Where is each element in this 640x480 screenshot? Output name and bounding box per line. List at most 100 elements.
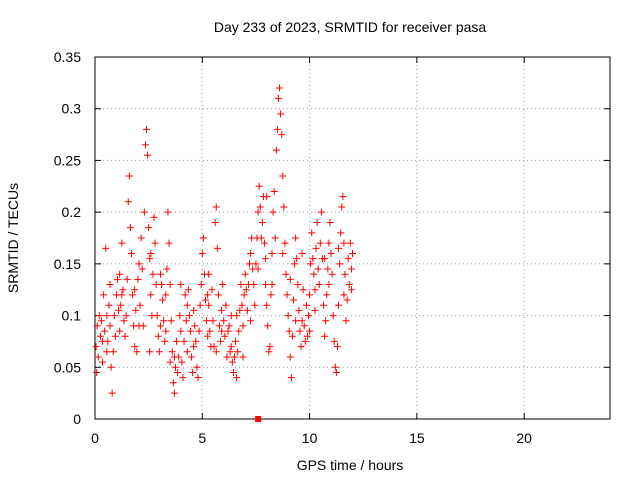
data-point	[146, 255, 154, 263]
data-point	[146, 348, 154, 356]
data-point	[293, 255, 301, 263]
data-point	[106, 322, 114, 330]
data-point	[143, 125, 150, 133]
data-point	[292, 234, 300, 242]
data-point	[171, 363, 179, 371]
data-point	[332, 368, 340, 376]
data-point	[137, 234, 145, 242]
data-point	[220, 317, 228, 325]
data-point	[153, 312, 161, 320]
data-point	[196, 301, 204, 309]
data-point	[287, 374, 295, 382]
data-point	[205, 301, 213, 309]
data-point	[97, 317, 105, 325]
data-point	[340, 239, 348, 247]
data-point	[333, 343, 341, 351]
data-point	[208, 286, 216, 294]
data-point	[229, 368, 237, 376]
data-point	[162, 327, 170, 335]
data-point	[164, 208, 172, 216]
data-point	[147, 250, 155, 258]
data-point	[194, 374, 202, 382]
data-point	[156, 322, 164, 330]
data-point	[116, 270, 124, 278]
data-point	[273, 125, 281, 133]
data-point	[151, 239, 159, 247]
data-point	[308, 229, 316, 237]
data-point	[131, 343, 139, 351]
data-point	[250, 281, 258, 289]
data-point	[222, 301, 230, 309]
data-point	[346, 239, 354, 247]
data-point	[218, 306, 226, 314]
data-point	[108, 389, 116, 397]
data-point	[127, 250, 135, 258]
data-point	[306, 327, 314, 335]
data-point	[251, 301, 259, 309]
data-point	[298, 250, 306, 258]
data-point	[106, 281, 114, 289]
data-point	[279, 250, 287, 258]
data-point	[123, 275, 131, 283]
data-point	[96, 332, 104, 340]
data-point	[198, 250, 206, 258]
data-point	[93, 368, 101, 376]
data-point	[326, 218, 334, 226]
data-point	[341, 270, 349, 278]
data-point	[209, 317, 217, 325]
data-point	[138, 265, 146, 273]
data-point	[102, 244, 110, 252]
data-point	[192, 337, 200, 345]
data-point	[103, 312, 111, 320]
data-point	[125, 172, 133, 180]
data-point	[303, 332, 311, 340]
data-point	[297, 343, 305, 351]
data-point	[126, 224, 134, 232]
data-point	[223, 353, 231, 361]
data-point	[338, 203, 346, 211]
data-point	[316, 239, 324, 247]
data-point	[132, 306, 140, 314]
data-point	[107, 363, 115, 371]
y-tick-label: 0	[73, 411, 81, 427]
data-point	[212, 203, 220, 211]
data-point	[118, 239, 126, 247]
data-point	[314, 265, 322, 273]
data-point	[325, 281, 333, 289]
data-point	[185, 312, 193, 320]
data-point	[262, 281, 270, 289]
data-point	[261, 239, 269, 247]
data-point	[204, 332, 212, 340]
data-point	[212, 348, 220, 356]
data-point	[311, 286, 319, 294]
data-point	[291, 260, 299, 268]
data-point	[277, 110, 285, 118]
data-point	[205, 270, 213, 278]
data-point	[335, 244, 343, 252]
data-point	[315, 281, 323, 289]
x-axis-label: GPS time / hours	[297, 457, 404, 473]
data-point	[256, 203, 264, 211]
data-point	[339, 193, 347, 201]
data-point	[166, 358, 174, 366]
data-point	[233, 312, 241, 320]
x-tick-label: 20	[516, 430, 532, 446]
data-point	[281, 239, 289, 247]
data-point	[337, 229, 345, 237]
data-point	[264, 322, 272, 330]
data-point	[135, 260, 143, 268]
data-point	[252, 260, 260, 268]
data-point	[239, 353, 247, 361]
data-point	[161, 337, 169, 345]
data-point	[158, 281, 166, 289]
data-point	[330, 337, 338, 345]
data-point	[218, 327, 226, 335]
data-point	[240, 291, 248, 299]
data-point	[284, 312, 292, 320]
data-point	[239, 322, 247, 330]
data-point	[117, 301, 125, 309]
data-point	[179, 374, 187, 382]
data-point	[145, 224, 153, 232]
data-point	[349, 250, 356, 258]
data-point	[150, 213, 158, 221]
